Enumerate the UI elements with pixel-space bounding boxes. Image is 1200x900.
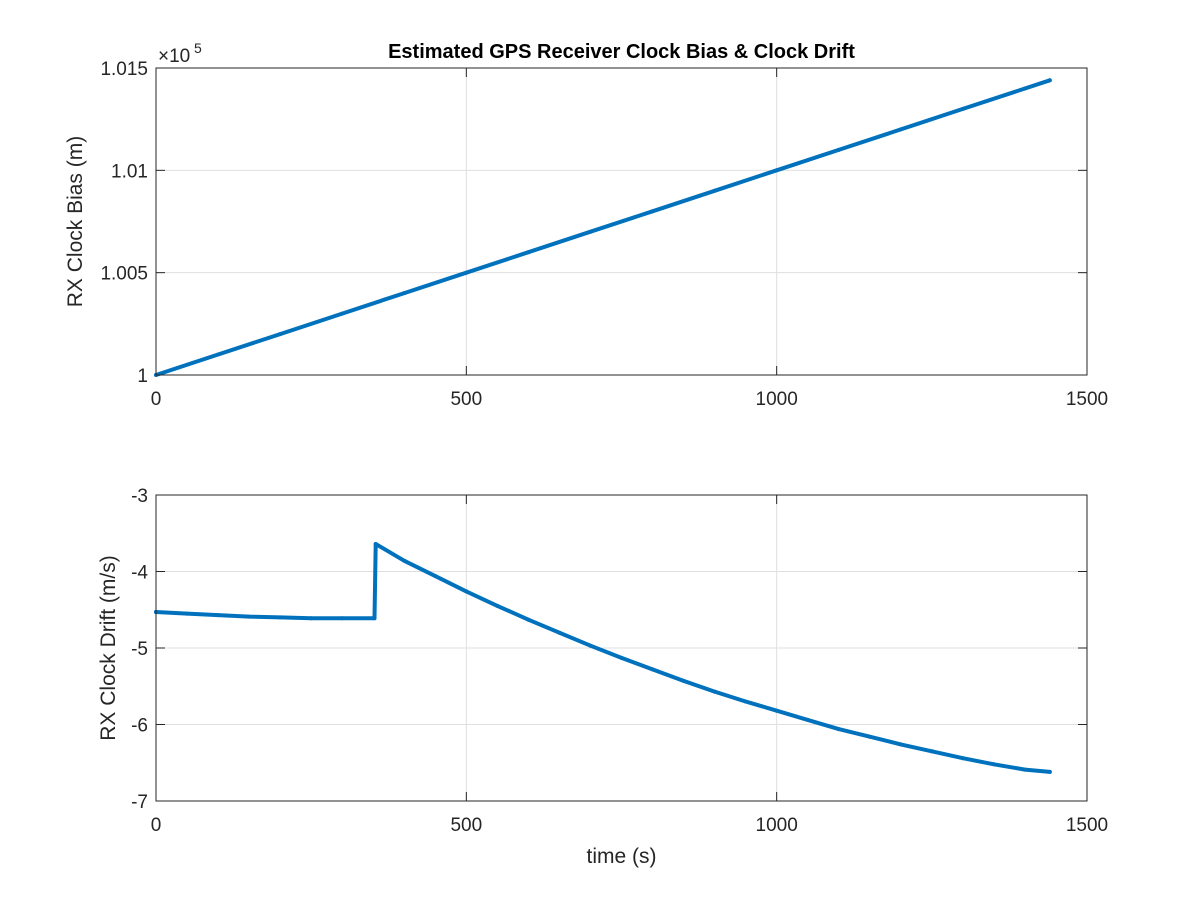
x-tick-label: 1000 <box>756 389 798 410</box>
data-point <box>867 734 872 739</box>
chart-title: Estimated GPS Receiver Clock Bias & Cloc… <box>388 41 855 63</box>
data-point <box>1022 767 1027 772</box>
data-point <box>557 630 562 635</box>
data-point <box>278 332 283 337</box>
x-tick-label: 0 <box>151 389 162 410</box>
data-point <box>464 270 469 275</box>
data-point <box>340 616 345 621</box>
data-point <box>712 689 717 694</box>
data-point <box>743 699 748 704</box>
data-point <box>216 613 221 618</box>
y-axis-label: RX Clock Drift (m/s) <box>97 555 120 741</box>
y-tick-label: -3 <box>131 486 148 507</box>
data-point <box>681 678 686 683</box>
x-tick-label: 0 <box>151 815 162 836</box>
y-tick-label: 1.01 <box>111 161 148 182</box>
data-point <box>372 616 377 621</box>
data-point <box>1047 78 1052 83</box>
data-point <box>588 229 593 234</box>
data-point <box>650 667 655 672</box>
data-point <box>402 291 407 296</box>
clock-bias-subplot: 0 500 1000 1500 1 1.005 1.01 1.015 RX Clock Bias… <box>64 40 1108 410</box>
data-point <box>309 616 314 621</box>
data-point <box>712 188 717 193</box>
data-point <box>247 614 252 619</box>
data-point <box>774 708 779 713</box>
y-tick-label: -4 <box>131 563 148 584</box>
y-tick-label: -7 <box>131 792 148 813</box>
data-point <box>650 209 655 214</box>
series-line <box>154 78 1052 377</box>
y-tick-label: -5 <box>131 639 148 660</box>
y-tick-label: -6 <box>131 716 148 737</box>
data-point <box>526 617 531 622</box>
data-point <box>991 762 996 767</box>
data-point <box>619 655 624 660</box>
y-exponent-power: 5 <box>194 40 202 56</box>
clock-drift-subplot: 0 500 1000 1500 -7 -6 -5 -4 -3 RX Clock Drift (m/… <box>97 486 1108 868</box>
data-point <box>185 611 189 616</box>
data-point <box>929 749 934 754</box>
data-point <box>402 558 407 563</box>
data-point <box>216 352 221 357</box>
data-point <box>433 574 438 579</box>
x-axis-label: time (s) <box>587 845 657 868</box>
data-point <box>1047 769 1052 774</box>
data-point <box>774 168 779 173</box>
x-tick-label: 1500 <box>1066 815 1108 836</box>
y-tick-label: 1.015 <box>100 59 148 80</box>
data-point <box>340 311 345 316</box>
data-point <box>495 603 500 608</box>
x-tick-label: 1000 <box>756 815 798 836</box>
data-point <box>278 615 283 620</box>
data-point <box>588 643 593 648</box>
data-point <box>464 589 469 594</box>
y-exponent-label: ×10 <box>158 46 190 67</box>
y-tick-label: 1.005 <box>100 264 148 285</box>
y-axis-label: RX Clock Bias (m) <box>64 136 87 308</box>
data-point <box>898 742 903 747</box>
data-point <box>898 127 903 132</box>
data-point <box>373 542 378 546</box>
data-point <box>960 106 965 111</box>
data-point <box>1022 86 1027 91</box>
data-point <box>836 147 841 152</box>
x-tick-label: 1500 <box>1066 389 1108 410</box>
data-point <box>836 727 841 732</box>
x-tick-label: 500 <box>450 815 482 836</box>
data-point <box>526 250 531 255</box>
axes-box <box>155 67 1088 376</box>
data-point <box>960 756 965 761</box>
data-point <box>805 717 810 722</box>
y-tick-label: 1 <box>137 366 148 387</box>
x-tick-label: 500 <box>450 389 482 410</box>
